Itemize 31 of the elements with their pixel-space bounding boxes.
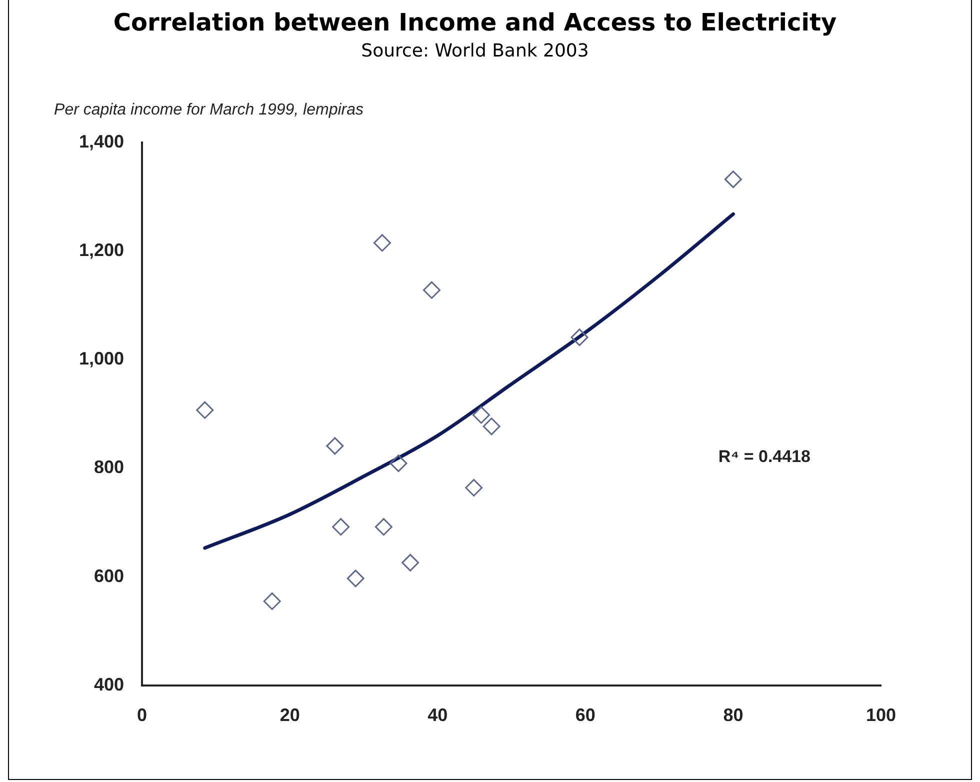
y-tick-label: 800 [94,457,124,478]
point [373,234,391,252]
point [724,170,742,188]
x-tick-label: 80 [723,705,744,726]
y-tick-label: 1,200 [78,240,124,260]
point [465,479,483,496]
point [196,401,214,419]
x-tick-label: 20 [280,705,300,726]
x-tick-label: 100 [866,705,896,726]
point [346,570,364,588]
point [472,406,490,424]
y-axis-title: Per capita income for March 1999, lempiras [54,101,364,118]
point [374,518,392,536]
x-tick-label: 40 [428,705,448,726]
point [402,554,420,572]
chart-title: Correlation between Income and Access to Electricity [113,8,837,37]
x-tick-label: 0 [137,705,148,726]
point [263,592,281,610]
y-tick-label: 600 [94,566,124,586]
point [326,437,344,455]
point [570,328,588,346]
point [422,281,440,299]
y-tick-label: 400 [94,674,124,694]
y-tick-label: 1,400 [78,131,124,152]
chart-subtitle: Source: World Bank 2003 [361,40,589,62]
x-tick-label: 60 [575,705,596,726]
y-tick-label: 1,000 [78,348,124,369]
point [390,454,408,472]
point [332,518,350,536]
point [482,418,500,436]
annotation: R⁴ = 0.4418 [718,447,810,466]
